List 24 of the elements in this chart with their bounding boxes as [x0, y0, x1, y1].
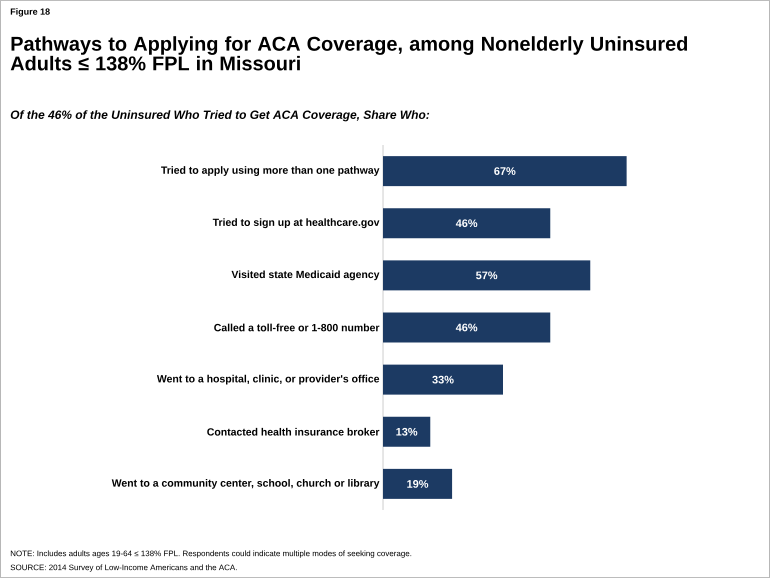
chart-title: Pathways to Applying for ACA Coverage, among Nonelderly Uninsured Adults ≤ 138% FPL in Missouri — [10, 36, 688, 70]
y-tick-label: Called a toll-free or 1-800 number — [214, 324, 380, 332]
y-tick-label: Tried to sign up at healthcare.gov — [212, 218, 380, 228]
bar — [383, 468, 452, 499]
bar — [383, 208, 550, 238]
bar — [383, 156, 627, 186]
bar — [383, 312, 550, 342]
data-label: 19% — [407, 480, 428, 488]
bar — [383, 364, 503, 395]
text: Of the 46% of the Uninsured Who Tried to Get ACA Coverage, Share Who: — [10, 110, 430, 122]
caption: Figure 18 — [10, 8, 50, 17]
y-tick-label: Went to a hospital, clinic, or provider's office — [156, 374, 380, 385]
bar — [383, 416, 430, 447]
data-label: 57% — [476, 271, 498, 280]
y-tick-label: Tried to apply using more than one pathway — [161, 166, 380, 176]
y-tick-label: Visited state Medicaid agency — [232, 270, 380, 280]
y-tick-label: Went to a community center, school, church or library — [112, 479, 380, 489]
data-label: 67% — [494, 167, 516, 175]
data-label: 33% — [432, 376, 454, 384]
bar — [383, 260, 590, 290]
data-label: 13% — [396, 428, 418, 436]
data-label: 46% — [456, 324, 478, 332]
y-tick-label: Contacted health insurance broker — [207, 428, 380, 436]
data-label: 46% — [456, 219, 478, 228]
